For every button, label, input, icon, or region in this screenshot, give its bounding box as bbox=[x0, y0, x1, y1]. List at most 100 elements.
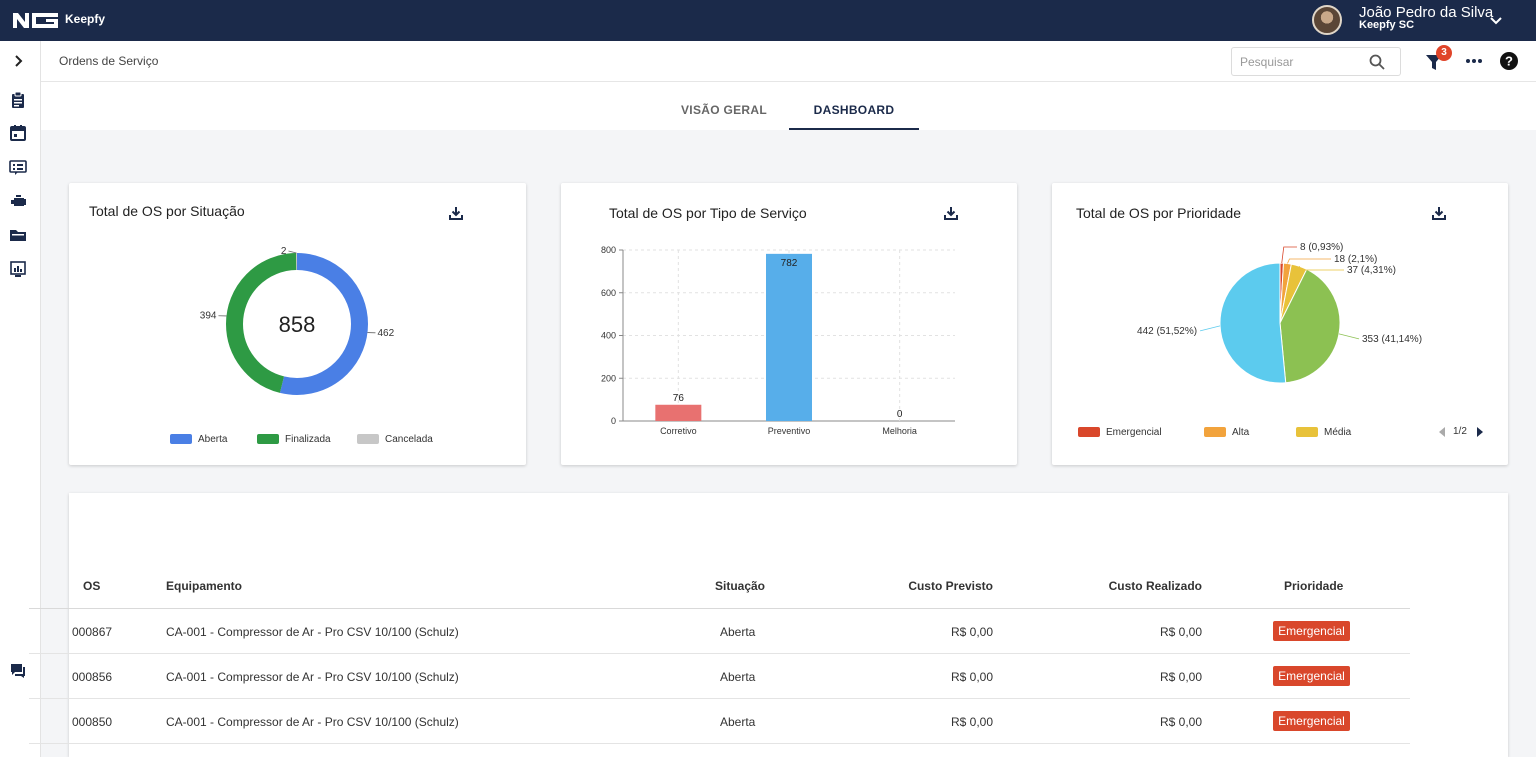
x-tick-label: Corretivo bbox=[660, 426, 697, 436]
table-row[interactable]: 000867 CA-001 - Compressor de Ar - Pro C… bbox=[29, 609, 1410, 654]
bar-value-label: 0 bbox=[897, 409, 903, 420]
download-icon[interactable] bbox=[448, 205, 464, 221]
donut-total-label: 858 bbox=[279, 312, 316, 337]
filter-count-badge: 3 bbox=[1436, 45, 1452, 61]
legend-item[interactable]: Finalizada bbox=[257, 433, 331, 445]
column-header-custo-realizado[interactable]: Custo Realizado bbox=[1108, 579, 1202, 593]
y-tick-label: 0 bbox=[611, 416, 616, 426]
column-header-prioridade[interactable]: Prioridade bbox=[1284, 579, 1344, 593]
legend-label: Cancelada bbox=[385, 433, 433, 445]
tab-dashboard[interactable]: DASHBOARD bbox=[789, 82, 919, 130]
donut-slices bbox=[226, 253, 368, 395]
cell-custo-previsto: R$ 0,00 bbox=[950, 625, 993, 639]
os-table-card bbox=[69, 493, 1508, 757]
page-header: Ordens de Serviço 3 ? bbox=[41, 41, 1536, 82]
legend-label: Emergencial bbox=[1106, 426, 1162, 438]
bar bbox=[655, 404, 702, 421]
table-row[interactable]: 000850 CA-001 - Compressor de Ar - Pro C… bbox=[29, 699, 1410, 744]
column-header-situacao[interactable]: Situação bbox=[715, 579, 766, 593]
folder-icon[interactable] bbox=[8, 225, 28, 245]
donut-slice bbox=[226, 253, 368, 395]
data-label: 2 bbox=[281, 246, 287, 257]
cell-os: 000867 bbox=[72, 625, 113, 639]
top-bar: Keepfy João Pedro da Silva Keepfy SC bbox=[0, 0, 1536, 41]
card-title: Total de OS por Prioridade bbox=[1076, 205, 1241, 221]
search-box[interactable] bbox=[1231, 47, 1401, 76]
column-header-os[interactable]: OS bbox=[83, 579, 101, 593]
card-os-tipo-servico: Total de OS por Tipo de Serviço 0 200 400 6… bbox=[561, 183, 1017, 465]
priority-badge: Emergencial bbox=[1273, 666, 1350, 686]
download-icon[interactable] bbox=[943, 205, 959, 221]
brand-name: Keepfy bbox=[65, 12, 106, 26]
bar bbox=[766, 253, 812, 421]
side-rail bbox=[0, 41, 41, 757]
chevron-down-icon[interactable] bbox=[1487, 11, 1505, 29]
y-tick-label: 600 bbox=[601, 288, 616, 298]
more-options-icon[interactable] bbox=[1464, 51, 1484, 71]
svg-text:?: ? bbox=[1505, 54, 1513, 69]
priority-badge: Emergencial bbox=[1273, 711, 1350, 731]
user-name[interactable]: João Pedro da Silva bbox=[1359, 4, 1494, 21]
cell-situacao: Aberta bbox=[720, 715, 756, 729]
dashboard-icon[interactable] bbox=[8, 259, 28, 279]
table-row[interactable]: 000856 CA-001 - Compressor de Ar - Pro C… bbox=[29, 654, 1410, 699]
checklist-icon[interactable] bbox=[8, 157, 28, 177]
cell-custo-realizado: R$ 0,00 bbox=[1159, 670, 1202, 684]
cell-equipamento: CA-001 - Compressor de Ar - Pro CSV 10/1… bbox=[166, 625, 459, 639]
leader-line bbox=[1199, 325, 1221, 332]
avatar[interactable] bbox=[1312, 5, 1342, 35]
data-label: 353 (41,14%) bbox=[1362, 334, 1422, 345]
bar-value-label: 782 bbox=[781, 258, 798, 269]
calendar-icon[interactable] bbox=[8, 123, 28, 143]
column-header-custo-previsto[interactable]: Custo Previsto bbox=[908, 579, 993, 593]
next-page-icon[interactable] bbox=[1475, 426, 1485, 438]
table-header: OS Equipamento Situação Custo Previsto C… bbox=[29, 563, 1410, 609]
leader-line bbox=[1338, 333, 1360, 340]
legend-item[interactable]: Emergencial bbox=[1078, 426, 1162, 438]
card-os-prioridade: Total de OS por Prioridade 8 (0,93%) 18 (… bbox=[1052, 183, 1508, 465]
legend-item[interactable]: Cancelada bbox=[357, 433, 433, 445]
prev-page-icon[interactable] bbox=[1437, 426, 1447, 438]
engine-icon[interactable] bbox=[8, 191, 28, 211]
data-label: 394 bbox=[200, 311, 217, 322]
tabs-bar: VISÃO GERAL DASHBOARD bbox=[41, 82, 1536, 130]
legend-label: Média bbox=[1324, 426, 1352, 438]
legend-label: Alta bbox=[1232, 426, 1250, 438]
search-icon[interactable] bbox=[1368, 53, 1386, 71]
breadcrumb[interactable]: Ordens de Serviço bbox=[59, 54, 159, 68]
search-input[interactable] bbox=[1240, 54, 1360, 70]
bar-value-label: 76 bbox=[673, 393, 685, 404]
legend-item[interactable]: Aberta bbox=[170, 433, 227, 445]
leader-line bbox=[1287, 258, 1331, 264]
legend-item[interactable]: Alta bbox=[1204, 426, 1249, 438]
chat-icon[interactable] bbox=[8, 661, 28, 681]
cell-os: 000856 bbox=[72, 670, 113, 684]
card-title: Total de OS por Tipo de Serviço bbox=[609, 205, 807, 221]
donut-chart: 858 462 394 2 bbox=[200, 246, 395, 395]
y-tick-label: 200 bbox=[601, 373, 616, 383]
cell-custo-previsto: R$ 0,00 bbox=[950, 670, 993, 684]
tab-visao-geral[interactable]: VISÃO GERAL bbox=[681, 103, 767, 117]
x-tick-label: Preventivo bbox=[768, 426, 811, 436]
help-icon[interactable]: ? bbox=[1500, 52, 1518, 70]
leader-line bbox=[1298, 265, 1344, 271]
expand-menu-icon[interactable] bbox=[8, 51, 28, 71]
clipboard-icon[interactable] bbox=[8, 90, 28, 110]
pie-slice bbox=[1219, 262, 1287, 384]
data-label: 37 (4,31%) bbox=[1347, 265, 1396, 276]
app-logo[interactable] bbox=[12, 10, 60, 30]
legend-label: Aberta bbox=[198, 433, 228, 445]
bar-chart: 0 200 400 600 800 76 Corretivo 782 Preventivo 0 Me… bbox=[601, 245, 955, 436]
priority-badge: Emergencial bbox=[1273, 621, 1350, 641]
data-label: 442 (51,52%) bbox=[1137, 326, 1197, 337]
cell-situacao: Aberta bbox=[720, 670, 756, 684]
legend-item[interactable]: Média bbox=[1296, 426, 1351, 438]
data-label: 8 (0,93%) bbox=[1300, 242, 1343, 253]
data-label: 18 (2,1%) bbox=[1334, 254, 1377, 265]
pie-chart: 8 (0,93%)18 (2,1%)37 (4,31%) 353 (41,14%)… bbox=[1137, 242, 1422, 384]
leader-line bbox=[1281, 246, 1297, 264]
download-icon[interactable] bbox=[1431, 205, 1447, 221]
column-header-equipamento[interactable]: Equipamento bbox=[166, 579, 243, 593]
user-org: Keepfy SC bbox=[1359, 19, 1415, 31]
card-title: Total de OS por Situação bbox=[89, 203, 245, 219]
